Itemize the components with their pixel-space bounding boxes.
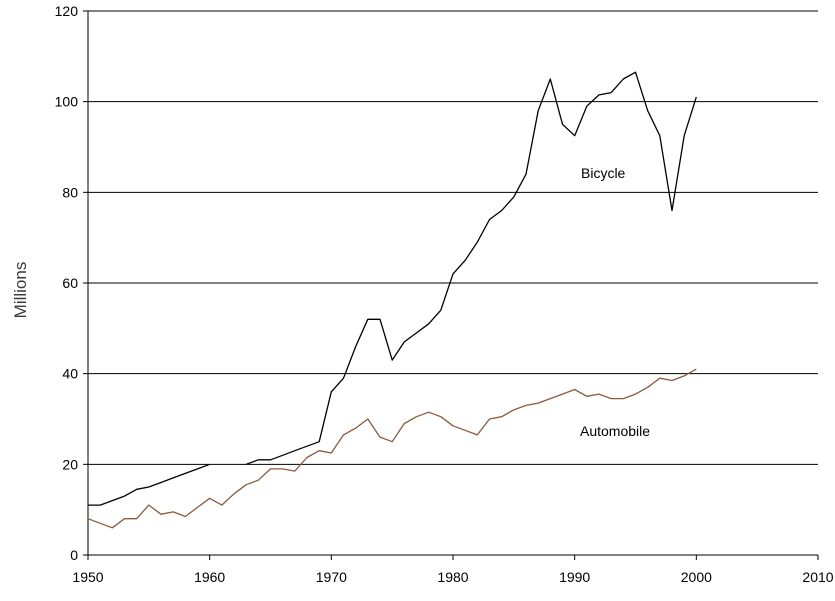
x-tick-labels: 1950 1960 1970 1980 1990 2000 2010 bbox=[72, 569, 833, 585]
y-tick-label-40: 40 bbox=[62, 366, 78, 382]
y-axis-label: Millions bbox=[11, 262, 30, 319]
axes bbox=[83, 10, 819, 560]
series-lines bbox=[87, 71, 697, 529]
y-tick-label-20: 20 bbox=[62, 456, 78, 472]
y-tick-label-100: 100 bbox=[55, 94, 79, 110]
gridlines bbox=[88, 10, 818, 465]
x-tick-label-2010: 2010 bbox=[802, 569, 833, 585]
x-tick-label-1970: 1970 bbox=[316, 569, 347, 585]
series-label-automobile: Automobile bbox=[580, 423, 650, 439]
y-tick-label-120: 120 bbox=[55, 3, 79, 19]
y-tick-label-80: 80 bbox=[62, 184, 78, 200]
series-line-bicycle bbox=[88, 71, 697, 506]
x-tick-label-2000: 2000 bbox=[681, 569, 712, 585]
y-tick-labels: 0 20 40 60 80 100 120 bbox=[55, 3, 79, 563]
series-label-bicycle: Bicycle bbox=[581, 165, 626, 181]
x-tick-label-1980: 1980 bbox=[437, 569, 468, 585]
y-tick-label-0: 0 bbox=[70, 547, 78, 563]
y-tick-label-60: 60 bbox=[62, 275, 78, 291]
series-line-automobile bbox=[87, 368, 697, 529]
x-tick-label-1960: 1960 bbox=[194, 569, 225, 585]
x-tick-label-1950: 1950 bbox=[72, 569, 103, 585]
x-tick-label-1990: 1990 bbox=[559, 569, 590, 585]
